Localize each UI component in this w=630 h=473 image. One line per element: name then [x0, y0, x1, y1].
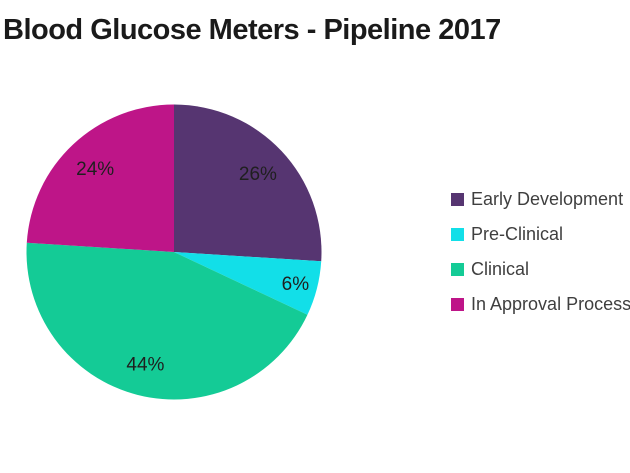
legend-swatch-icon: [451, 193, 464, 206]
legend-item-clinical: Clinical: [451, 259, 630, 280]
legend-item-pre-clinical: Pre-Clinical: [451, 224, 630, 245]
legend-label: Clinical: [471, 259, 530, 279]
pie-slice-pre-clinical: [174, 252, 322, 315]
pie-slice-clinical: [26, 242, 308, 400]
legend-label: Early Development: [471, 189, 624, 209]
pie-data-label-early-development: 26%: [239, 164, 277, 185]
pie-slice-early-development: [174, 104, 322, 262]
chart-title: Blood Glucose Meters - Pipeline 2017: [3, 14, 501, 46]
legend-swatch-icon: [451, 263, 464, 276]
pie-data-label-in-approval-process: 24%: [76, 159, 114, 180]
legend-item-in-approval-process: In Approval Process: [451, 294, 630, 315]
pie-data-label-pre-clinical: 6%: [282, 274, 310, 295]
legend-swatch-icon: [451, 228, 464, 241]
legend-swatch-icon: [451, 298, 464, 311]
pie-slice-in-approval-process: [26, 104, 174, 252]
legend-label: Pre-Clinical: [471, 224, 564, 244]
legend-label: In Approval Process: [471, 294, 630, 314]
legend: Early Development Pre-Clinical Clinical In …: [451, 189, 630, 329]
legend-item-early-development: Early Development: [451, 189, 630, 210]
pie-data-label-clinical: 44%: [126, 354, 164, 375]
